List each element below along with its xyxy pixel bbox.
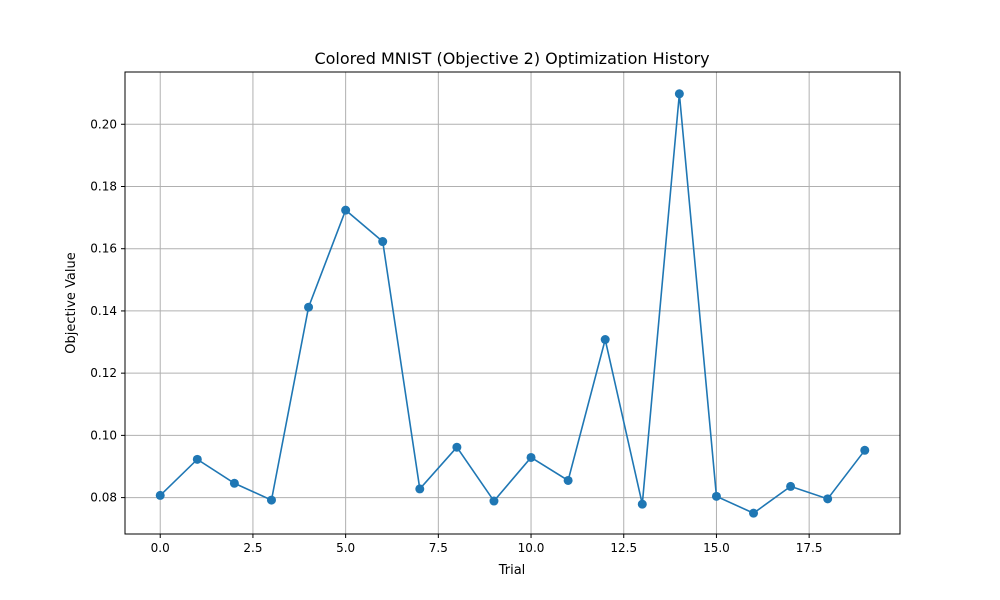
data-point xyxy=(711,491,721,501)
y-tick-label: 0.14 xyxy=(90,304,117,318)
x-tick-label: 12.5 xyxy=(610,541,637,555)
y-tick-label: 0.18 xyxy=(90,179,117,193)
x-axis: 0.0 2.5 5.0 7.5 10.0 12.5 15.0 17.5 xyxy=(151,534,823,555)
y-tick-label: 0.10 xyxy=(90,428,117,442)
y-tick-label: 0.20 xyxy=(90,117,117,131)
x-tick-label: 15.0 xyxy=(703,541,730,555)
data-point xyxy=(823,494,833,504)
data-point xyxy=(674,89,684,99)
data-point xyxy=(155,490,165,500)
data-point xyxy=(526,452,536,462)
series-line xyxy=(159,93,866,515)
data-point xyxy=(489,496,499,506)
data-point xyxy=(192,454,202,464)
grid-layer xyxy=(125,72,900,534)
data-point xyxy=(749,508,759,518)
y-tick-label: 0.08 xyxy=(90,491,117,505)
series-layer xyxy=(155,89,870,518)
x-tick-label: 5.0 xyxy=(336,541,355,555)
x-tick-label: 10.0 xyxy=(518,541,545,555)
x-tick-label: 2.5 xyxy=(243,541,262,555)
data-point xyxy=(600,335,610,345)
x-axis-label: Trial xyxy=(498,563,526,578)
y-axis-label: Objective Value xyxy=(64,252,79,353)
plot-frame xyxy=(124,71,901,535)
data-point xyxy=(452,442,462,452)
y-tick-label: 0.16 xyxy=(90,242,117,256)
x-tick-label: 17.5 xyxy=(796,541,823,555)
data-point xyxy=(637,499,647,509)
data-point xyxy=(266,495,276,505)
chart-title: Colored MNIST (Objective 2) Optimization… xyxy=(314,49,709,68)
data-point xyxy=(860,445,870,455)
data-point xyxy=(563,475,573,485)
data-point xyxy=(341,205,351,215)
data-point xyxy=(378,237,388,247)
x-tick-label: 7.5 xyxy=(429,541,448,555)
x-tick-label: 0.0 xyxy=(151,541,170,555)
data-point xyxy=(304,302,314,312)
data-point xyxy=(415,484,425,494)
y-tick-label: 0.12 xyxy=(90,366,117,380)
y-axis: 0.08 0.10 0.12 0.14 0.16 0.18 0.20 xyxy=(90,117,125,505)
data-point xyxy=(229,478,239,488)
data-point xyxy=(786,481,796,491)
